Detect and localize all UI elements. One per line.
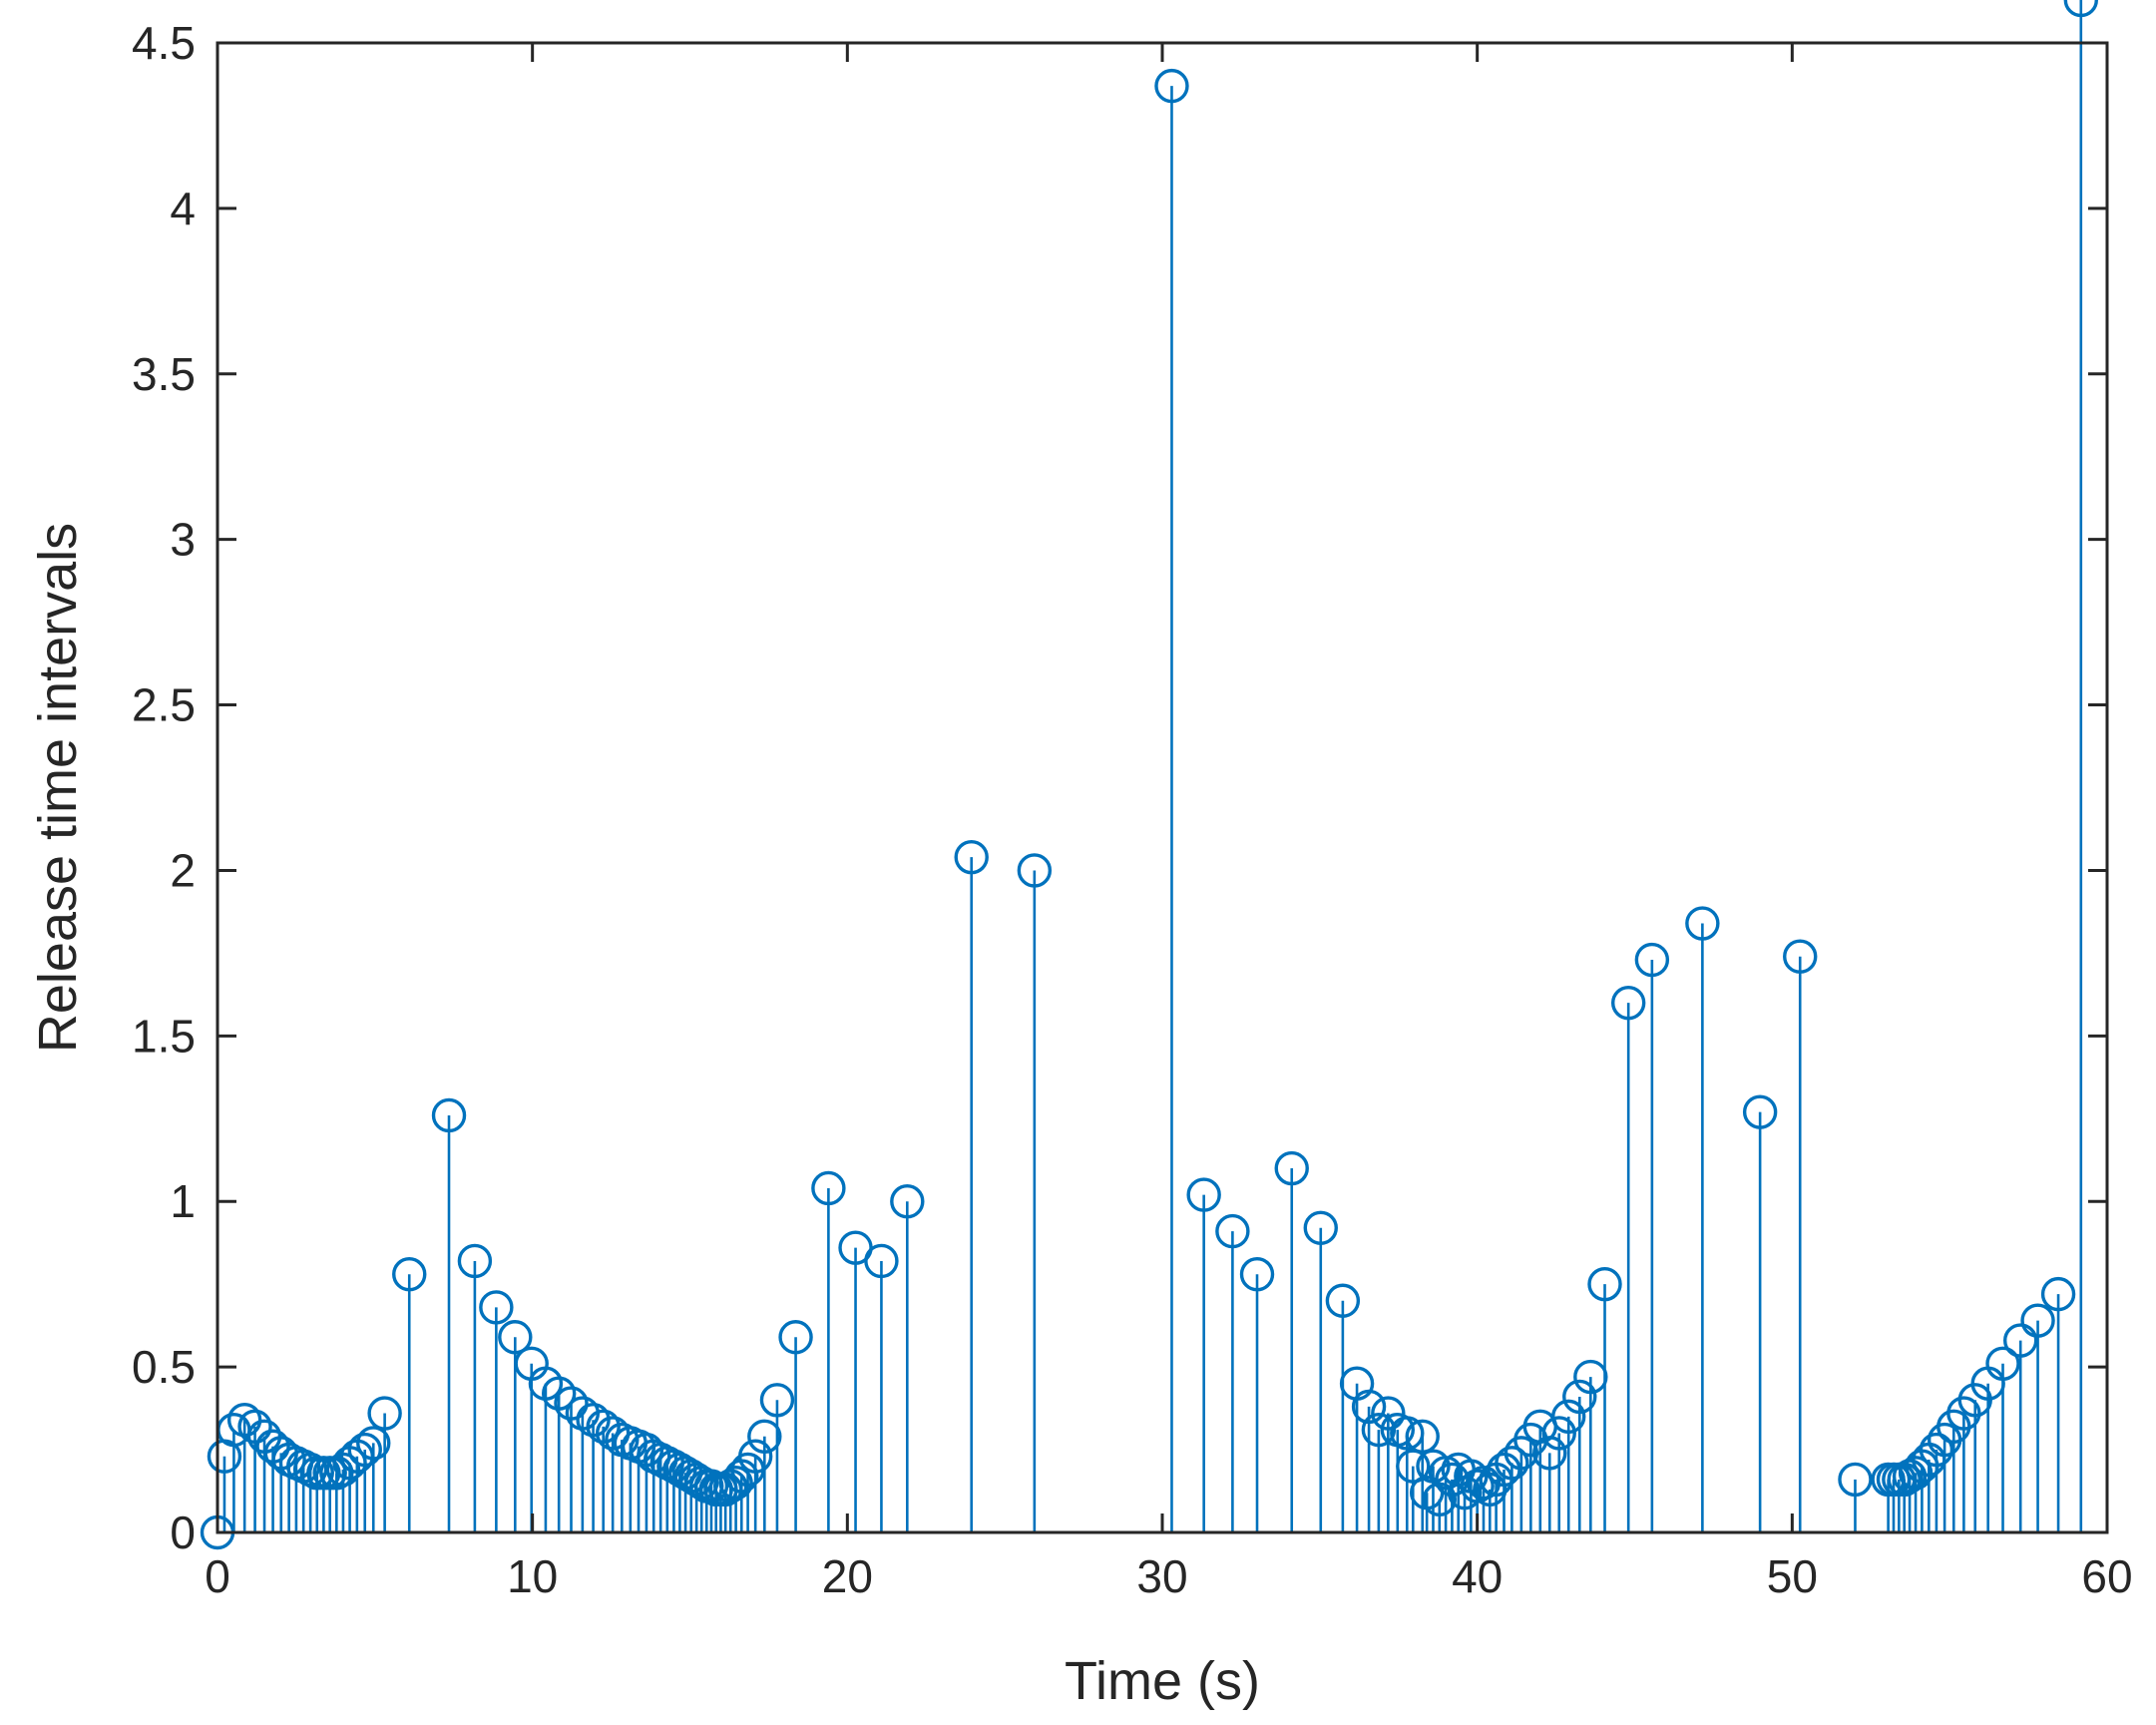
stem-marker: [1361, 1412, 1397, 1448]
stem-marker: [1215, 1213, 1250, 1249]
stem-marker: [457, 1243, 493, 1279]
stem-marker: [1405, 1419, 1440, 1454]
stem-marker: [367, 1396, 402, 1431]
stem-marker: [1017, 853, 1053, 888]
stem-marker: [759, 1383, 795, 1418]
y-tick-label: 3.5: [132, 348, 196, 400]
stem-marker: [541, 1376, 577, 1411]
x-tick-label: 0: [205, 1550, 230, 1602]
stem-marker: [1396, 1449, 1431, 1484]
y-tick-label: 1: [170, 1175, 196, 1227]
stem-marker: [479, 1290, 514, 1325]
stem-marker: [498, 1320, 533, 1355]
y-axis-label: Release time intervals: [28, 523, 88, 1053]
stem-marker: [1573, 1359, 1608, 1395]
y-tick-label: 0: [170, 1507, 196, 1558]
stem-marker: [1460, 1469, 1495, 1504]
y-tick-label: 2.5: [132, 679, 196, 731]
x-tick-label: 10: [507, 1550, 558, 1602]
stem-marker: [1428, 1456, 1464, 1491]
stem-marker: [1551, 1399, 1586, 1435]
stem-marker: [1495, 1446, 1529, 1481]
stem-marker: [1541, 1416, 1576, 1451]
stem-marker: [554, 1386, 589, 1421]
x-tick-label: 50: [1767, 1550, 1818, 1602]
stem-marker: [1390, 1416, 1425, 1451]
stem-marker: [864, 1243, 899, 1279]
stem-marker: [392, 1257, 427, 1292]
stem-marker: [1783, 939, 1818, 974]
stem-marker: [1325, 1283, 1361, 1318]
y-tick-label: 4.5: [132, 17, 196, 69]
stem-marker: [1532, 1436, 1567, 1471]
stem-marker: [890, 1184, 925, 1219]
stem-marker: [1562, 1379, 1597, 1415]
y-tick-label: 0.5: [132, 1341, 196, 1393]
stem-marker: [1898, 1456, 1934, 1491]
stem-marker: [1610, 985, 1646, 1021]
stem-marker: [1186, 1177, 1221, 1212]
stem-marker: [347, 1432, 382, 1468]
stem-marker: [1303, 1210, 1338, 1245]
stem-marker: [1371, 1396, 1406, 1431]
stem-marker: [2020, 1303, 2055, 1338]
x-tick-label: 40: [1452, 1550, 1503, 1602]
y-tick-label: 4: [170, 183, 196, 234]
x-axis-label: Time (s): [1065, 1651, 1260, 1711]
axis-ticks: 0 10 20 30 40 50 60 0 0.5 1 1.5 2 2.5 3 3.5 4 4.5: [132, 17, 2133, 1602]
x-tick-label: 60: [2081, 1550, 2132, 1602]
y-tick-label: 3: [170, 514, 196, 566]
stem-marker: [1422, 1482, 1457, 1517]
stem-marker: [1985, 1346, 2020, 1381]
stem-marker: [2040, 1276, 2076, 1312]
x-tick-label: 30: [1136, 1550, 1187, 1602]
stem-marker: [1239, 1257, 1275, 1292]
stem-marker: [747, 1419, 782, 1454]
stem-marker: [1919, 1432, 1954, 1468]
stem-marker: [1154, 68, 1189, 104]
stem-marker: [1634, 942, 1670, 978]
stem-marker: [778, 1320, 813, 1355]
y-tick-label: 1.5: [132, 1010, 196, 1062]
stem-marker: [1838, 1462, 1873, 1498]
y-tick-label: 2: [170, 844, 196, 896]
stem-marker: [431, 1097, 467, 1133]
plot-background: [217, 43, 2107, 1532]
x-tick-label: 20: [822, 1550, 873, 1602]
stem-marker: [356, 1426, 391, 1461]
stem-series: [200, 0, 2098, 1550]
stem-marker: [586, 1409, 621, 1445]
stem-marker: [237, 1409, 272, 1445]
stem-marker: [2063, 0, 2098, 18]
stem-marker: [737, 1439, 773, 1474]
stem-marker: [1274, 1150, 1309, 1186]
stem-marker: [954, 839, 989, 875]
stem-marker: [811, 1170, 846, 1206]
stem-marker: [1685, 906, 1720, 941]
stem-marker: [1742, 1094, 1778, 1129]
stem-marker: [1587, 1266, 1622, 1302]
stem-marker: [718, 1466, 753, 1501]
stem-marker: [1351, 1389, 1387, 1425]
plot-frame: [216, 41, 2109, 1534]
stem-marker: [2002, 1323, 2038, 1358]
